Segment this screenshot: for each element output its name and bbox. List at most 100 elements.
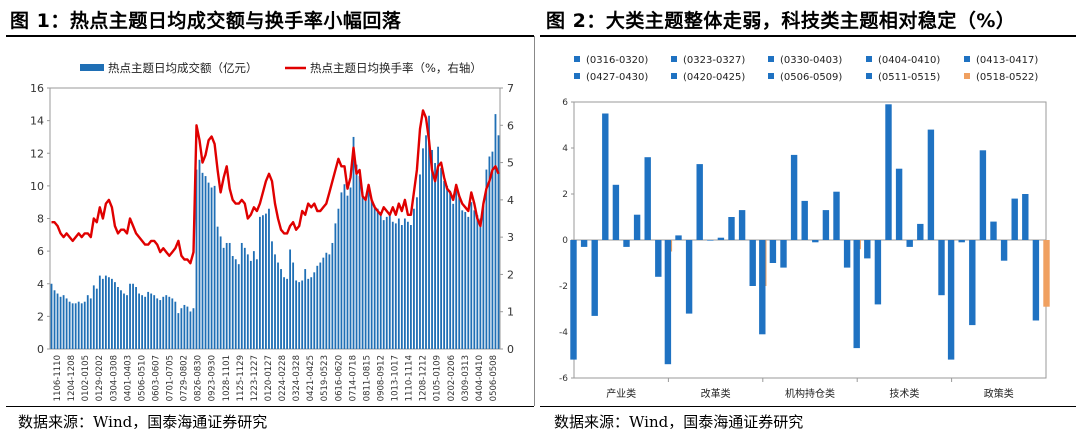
x-tick-label: 0421-0425 (306, 355, 316, 401)
chart-1-bar (382, 220, 385, 349)
y-left-tick-label: 0 (37, 343, 44, 356)
x-tick-label: 0202-0206 (447, 355, 457, 401)
chart-1-bar (313, 272, 316, 349)
chart-1-bar (277, 262, 279, 349)
chart-1-bar (461, 210, 464, 349)
y-tick-label: -6 (559, 374, 568, 384)
chart-2-bar (570, 240, 577, 360)
chart-1-bar (425, 135, 427, 349)
chart-1-bar (141, 295, 144, 349)
chart-1-bar (104, 275, 107, 349)
chart-2-bar (1022, 194, 1029, 240)
legend-swatch (964, 56, 970, 62)
chart-2-bar (853, 240, 860, 349)
chart-1-bar (419, 174, 421, 349)
legend-swatch (574, 73, 580, 79)
chart-1-bar (494, 114, 497, 349)
chart-2-bar (917, 223, 924, 240)
chart-1-bar (358, 176, 361, 349)
category-label: 技术类 (889, 387, 919, 400)
legend-label: (0518-0522) (976, 72, 1038, 83)
chart-1-turnover-line (51, 109, 500, 265)
chart-2-bar (938, 240, 945, 296)
legend-swatch (574, 56, 580, 62)
chart-1-bar (361, 192, 364, 349)
chart-1-bar (111, 278, 113, 349)
chart-1-bar (225, 242, 228, 349)
chart-1-bar (86, 295, 89, 349)
chart-1-bar (168, 296, 171, 349)
legend-swatch (866, 56, 872, 62)
chart-1-bar (207, 182, 210, 349)
x-tick-label: 0105-0109 (433, 355, 443, 401)
legend-swatch (671, 56, 677, 62)
chart-1-bar (92, 285, 95, 349)
x-tick-label: 0729-0802 (180, 355, 190, 401)
chart-1-bar (71, 303, 74, 349)
legend-bar-label: 热点主题日均成交额（亿元） (108, 61, 258, 75)
y-left-tick-label: 14 (30, 115, 44, 128)
x-tick-label: 0324-0328 (292, 355, 302, 401)
chart-1-bar (301, 280, 304, 349)
chart-1-bar (156, 298, 159, 349)
chart-1-bar (422, 148, 424, 349)
x-tick-label: 0616-0620 (334, 355, 344, 401)
chart-1-bar (59, 296, 62, 349)
chart-1-bar (295, 280, 298, 349)
chart-1-bar (192, 308, 195, 349)
chart-1-bar (237, 264, 240, 349)
chart-1-bar (388, 215, 391, 349)
chart-1-bar (464, 211, 467, 349)
legend-swatch (866, 73, 872, 79)
x-tick-label: 0120-0127 (264, 355, 274, 401)
chart-1-bar (246, 254, 249, 349)
chart-2-bar (780, 240, 787, 268)
y-right-tick-label: 1 (507, 306, 514, 319)
x-tick-label: 0811-0815 (362, 355, 372, 401)
legend-label: (0404-0410) (878, 55, 940, 66)
chart-1-bar (400, 225, 403, 349)
chart-1-bar (410, 225, 412, 349)
chart-1-bar (473, 210, 476, 349)
y-left-tick-label: 4 (37, 278, 44, 291)
chart-1-bar (228, 242, 231, 349)
y-tick-label: 6 (562, 98, 568, 108)
chart-1-bar (258, 216, 261, 349)
chart-1-bar (123, 293, 125, 349)
figure-2-bottom-rule (540, 406, 1076, 407)
x-tick-label: 0519-0523 (320, 355, 330, 401)
x-tick-label: 1208-1212 (419, 355, 429, 401)
chart-2-bar (675, 235, 682, 240)
legend-label: (0506-0509) (780, 72, 842, 83)
chart-1-bar (114, 282, 116, 349)
chart-1-bar (107, 277, 110, 349)
x-tick-label: 1110-1114 (405, 355, 415, 401)
chart-2-bar (990, 221, 997, 240)
chart-1-bar (201, 172, 204, 349)
chart-1-bar (452, 203, 455, 349)
chart-1-bar (204, 176, 207, 349)
chart-1-bar (138, 293, 140, 349)
y-right-tick-label: 0 (507, 343, 514, 356)
chart-1-bar (292, 262, 295, 349)
chart-1-bar (485, 169, 488, 349)
y-tick-label: 2 (562, 190, 568, 200)
x-tick-label: 1028-1101 (222, 355, 232, 401)
legend-label: (0511-0515) (878, 72, 940, 83)
chart-1-bar (243, 247, 246, 349)
chart-1-bar (77, 301, 80, 349)
x-tick-label: 0701-0705 (166, 355, 176, 401)
y-left-tick-label: 10 (30, 180, 44, 193)
chart-1-bar (231, 256, 234, 349)
chart-1-bar (283, 277, 285, 349)
chart-1-bar (280, 269, 282, 349)
y-tick-label: 0 (562, 236, 568, 246)
x-tick-label: 0224-0228 (278, 355, 288, 401)
chart-1-bar (449, 190, 452, 349)
x-tick-label: 0304-0308 (109, 355, 119, 401)
chart-1-bar (334, 223, 337, 349)
chart-2-bar (644, 157, 651, 240)
x-tick-label: 0404-0410 (475, 355, 485, 401)
chart-1-bar (262, 215, 264, 349)
x-tick-label: 0401-0403 (123, 355, 133, 401)
